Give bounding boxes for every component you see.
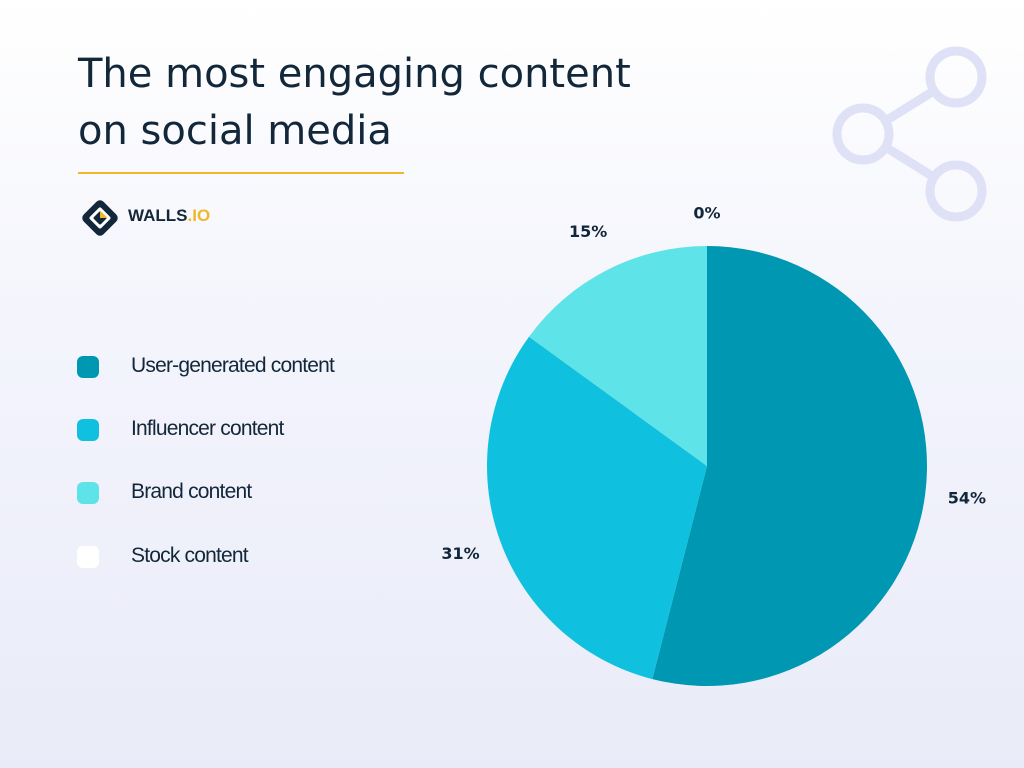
page-title: The most engaging content on social medi…	[78, 46, 631, 160]
brand-name-suffix: .IO	[187, 206, 211, 225]
pie-slice	[487, 336, 707, 680]
pie-slice	[529, 246, 707, 466]
brand-name-main: WALLS	[128, 206, 188, 225]
walls-io-logo-icon	[82, 200, 118, 236]
title-line-1: The most engaging content	[78, 51, 631, 97]
slice-value-label: 15%	[569, 222, 607, 241]
slice-value-label: 54%	[948, 488, 986, 507]
title-underline	[78, 172, 404, 174]
legend-label: Stock content	[131, 544, 249, 567]
legend-swatch	[77, 546, 99, 568]
title-line-2: on social media	[78, 108, 392, 154]
slice-value-label: 31%	[441, 544, 479, 563]
legend-swatch	[77, 419, 99, 441]
legend-swatch	[77, 356, 99, 378]
legend-swatch	[77, 482, 99, 504]
pie-slice	[652, 246, 927, 687]
share-icon	[832, 46, 987, 222]
brand-name: WALLS.IO	[128, 206, 210, 226]
legend-label: Influencer content	[131, 417, 284, 440]
legend-label: User-generated content	[131, 354, 335, 377]
slice-value-label: 0%	[693, 204, 720, 223]
legend-label: Brand content	[131, 480, 252, 503]
